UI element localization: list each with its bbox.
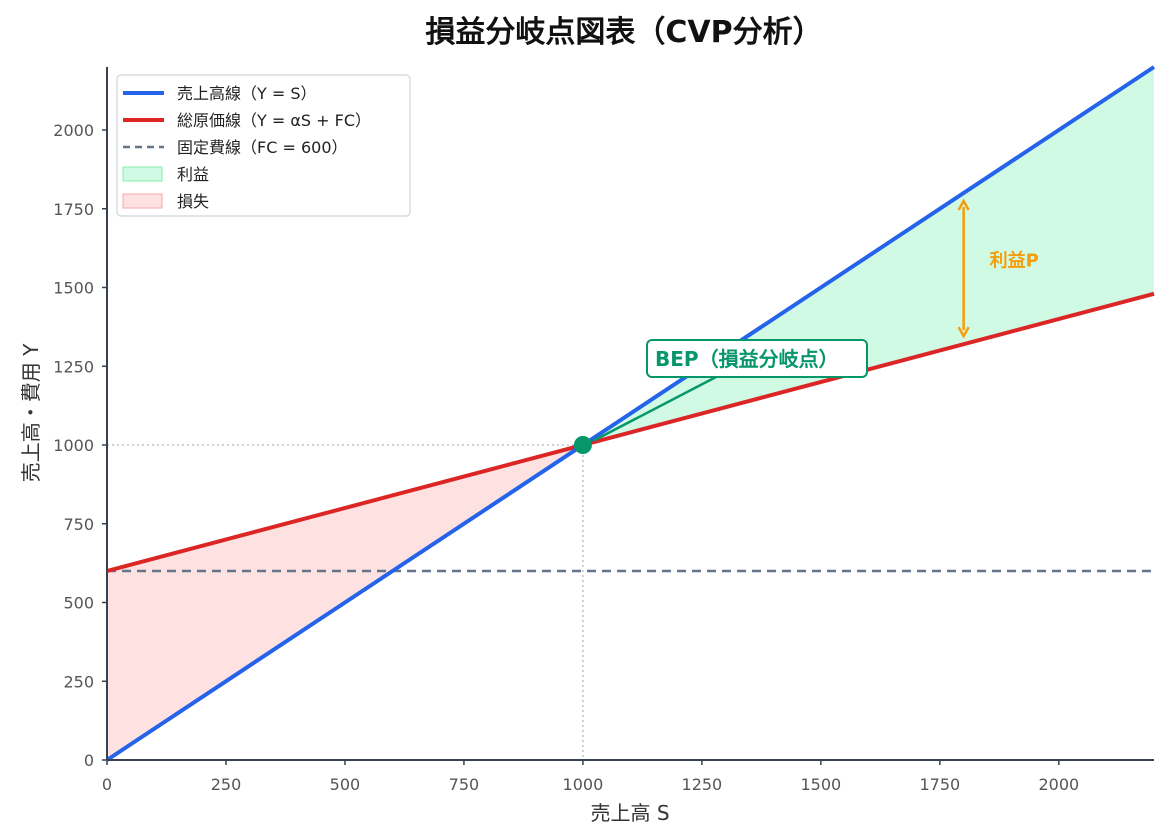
x-tick-label: 1750 bbox=[919, 775, 960, 794]
x-tick-label: 1500 bbox=[801, 775, 842, 794]
profit-label: 利益P bbox=[990, 250, 1039, 272]
x-tick-label: 750 bbox=[449, 775, 480, 794]
x-tick-label: 1000 bbox=[563, 775, 604, 794]
x-tick-label: 1250 bbox=[682, 775, 723, 794]
bep-label: BEP（損益分岐点） bbox=[655, 347, 839, 371]
legend-loss-swatch bbox=[122, 193, 163, 209]
legend-profit-label: 利益 bbox=[177, 165, 209, 184]
y-axis-label: 売上高・費用 Y bbox=[19, 343, 43, 482]
y-tick-label: 0 bbox=[84, 751, 94, 770]
legend-total-cost-label: 総原価線（Y = αS + FC） bbox=[177, 111, 371, 130]
x-tick-label: 250 bbox=[211, 775, 242, 794]
x-tick-label: 2000 bbox=[1038, 775, 1079, 794]
profit-arrow-head-bottom bbox=[957, 326, 970, 339]
x-tick-label: 0 bbox=[102, 775, 112, 794]
sales-line bbox=[105, 65, 1156, 762]
legend-profit-swatch bbox=[122, 166, 163, 182]
y-tick-label: 500 bbox=[63, 594, 94, 613]
total-cost-line bbox=[106, 291, 1155, 573]
y-tick-label: 750 bbox=[63, 515, 94, 534]
bep-annotation-connector bbox=[592, 375, 717, 443]
y-tick-label: 1000 bbox=[53, 436, 94, 455]
legend-box bbox=[116, 74, 411, 217]
plot-area: 0 250 500 750 1000 1250 1500 1750 2000 0 250 500 750… bbox=[53, 65, 1156, 794]
legend-loss-label: 損失 bbox=[177, 192, 209, 211]
y-tick-label: 2000 bbox=[53, 121, 94, 140]
y-tick-label: 250 bbox=[63, 672, 94, 691]
bep-label-box bbox=[646, 339, 868, 378]
legend-sales-label: 売上高線（Y = S） bbox=[177, 84, 317, 103]
bep-point bbox=[573, 436, 592, 454]
y-tick-label: 1250 bbox=[53, 357, 94, 376]
profit-arrow-head-top bbox=[957, 198, 970, 211]
x-tick-label: 500 bbox=[330, 775, 361, 794]
legend-fixed-cost-label: 固定費線（FC = 600） bbox=[177, 138, 348, 157]
y-tick-label: 1750 bbox=[53, 200, 94, 219]
x-axis-label: 売上高 S bbox=[590, 801, 669, 825]
chart-title: 損益分岐点図表（CVP分析） bbox=[425, 15, 822, 50]
y-tick-label: 1500 bbox=[53, 279, 94, 298]
